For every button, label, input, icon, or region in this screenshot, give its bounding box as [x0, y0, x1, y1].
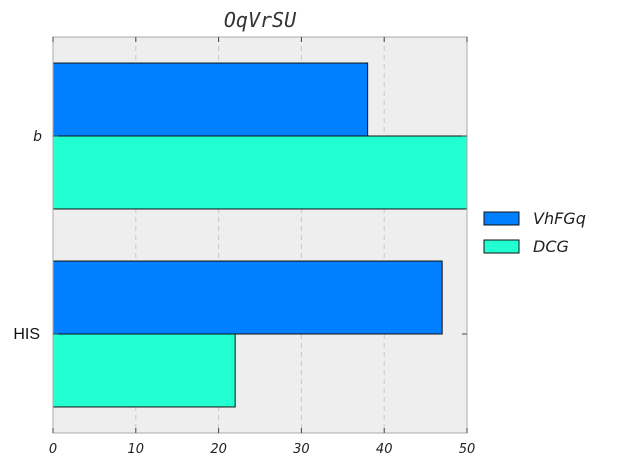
x-tick-label: 20 — [210, 442, 227, 457]
bar-DCG-b — [52, 135, 468, 210]
legend-label: VhFGq — [533, 209, 586, 228]
x-tick-labels: 0 10 20 30 40 50 — [49, 442, 475, 457]
x-tick-label: 0 — [49, 442, 57, 457]
bar-VhFGq-HIS — [52, 260, 443, 335]
y-tick-label: b — [33, 129, 42, 145]
x-tick-label: 10 — [128, 442, 145, 457]
plot-frame — [52, 36, 468, 434]
legend: VhFGq DCG — [483, 209, 586, 256]
legend-swatch — [483, 239, 520, 254]
x-tick-label: 40 — [376, 442, 393, 457]
y-tick-label: HIS — [13, 326, 40, 343]
ticks — [52, 37, 468, 433]
x-tick-label: 30 — [293, 442, 310, 457]
bar-DCG-HIS — [52, 333, 236, 408]
bars — [52, 62, 468, 408]
legend-label: DCG — [533, 237, 569, 256]
legend-swatch — [483, 211, 520, 226]
chart-title: OqVrSU — [224, 8, 297, 32]
y-tick-labels: b HIS — [13, 129, 42, 343]
x-tick-label: 50 — [459, 442, 476, 457]
bar-VhFGq-b — [52, 62, 369, 137]
